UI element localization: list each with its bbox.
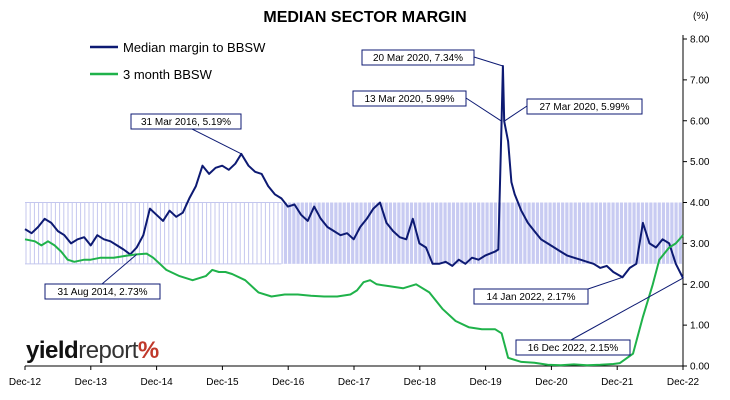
annotation-leader (570, 277, 684, 341)
y-tick-label: 7.00 (690, 75, 710, 86)
y-tick-label: 4.00 (690, 198, 710, 209)
x-tick-label: Dec-22 (667, 377, 700, 388)
series-median-margin-line (24, 65, 684, 279)
annotation-leader (465, 97, 502, 122)
x-tick-label: Dec-15 (206, 377, 239, 388)
annotation-leader (185, 125, 242, 155)
x-tick-label: Dec-20 (535, 377, 568, 388)
x-tick-label: Dec-14 (140, 377, 173, 388)
annotation-label: 13 Mar 2020, 5.99% (364, 94, 454, 105)
y-tick-label: 1.00 (690, 321, 710, 332)
y-tick-label: 8.00 (690, 35, 710, 46)
annotation-label: 14 Jan 2022, 2.17% (487, 292, 576, 303)
chart-title: MEDIAN SECTOR MARGIN (263, 9, 467, 26)
series-3m-bbsw-line (24, 234, 684, 367)
logo-word-report: report (78, 337, 138, 364)
annotation-label: 16 Dec 2022, 2.15% (528, 343, 619, 354)
y-tick-label: 0.00 (690, 362, 710, 373)
annotation-box (526, 98, 643, 115)
annotation-label: 31 Mar 2016, 5.19% (141, 117, 231, 128)
annotation-box (130, 113, 242, 130)
annotation-box (473, 288, 589, 305)
shaded-range-band (281, 202, 683, 264)
y-axis-unit: (%) (693, 11, 709, 22)
x-tick-label: Dec-17 (338, 377, 371, 388)
annotation-leader (587, 276, 623, 290)
x-tick-label: Dec-13 (75, 377, 108, 388)
annotation-label: 27 Mar 2020, 5.99% (539, 102, 629, 113)
annotation-leader (503, 105, 528, 122)
logo-word-yield: yield (26, 337, 79, 364)
annotation-label: 31 Aug 2014, 2.73% (57, 287, 147, 298)
annotation-leader (101, 254, 138, 285)
logo-percent: % (137, 337, 159, 364)
x-tick-label: Dec-18 (404, 377, 437, 388)
legend-label-3m-bbsw: 3 month BBSW (123, 67, 213, 82)
yieldreport-logo: yieldreport% (26, 337, 159, 365)
y-tick-label: 2.00 (690, 280, 710, 291)
annotation-box (361, 49, 475, 66)
y-tick-label: 6.00 (690, 116, 710, 127)
legend-label-median-margin: Median margin to BBSW (123, 40, 266, 55)
left-range-stripes (25, 202, 279, 264)
shaded-range-stripes (282, 202, 683, 264)
annotation-label: 20 Mar 2020, 7.34% (373, 53, 463, 64)
y-tick-label: 3.00 (690, 239, 710, 250)
annotation-box (44, 283, 161, 300)
annotation-leader (473, 56, 504, 67)
x-tick-label: Dec-21 (601, 377, 634, 388)
x-tick-label: Dec-16 (272, 377, 305, 388)
x-tick-label: Dec-12 (9, 377, 42, 388)
annotation-box (352, 90, 467, 107)
x-tick-label: Dec-19 (469, 377, 502, 388)
annotation-box (515, 339, 631, 356)
y-tick-label: 5.00 (690, 157, 710, 168)
